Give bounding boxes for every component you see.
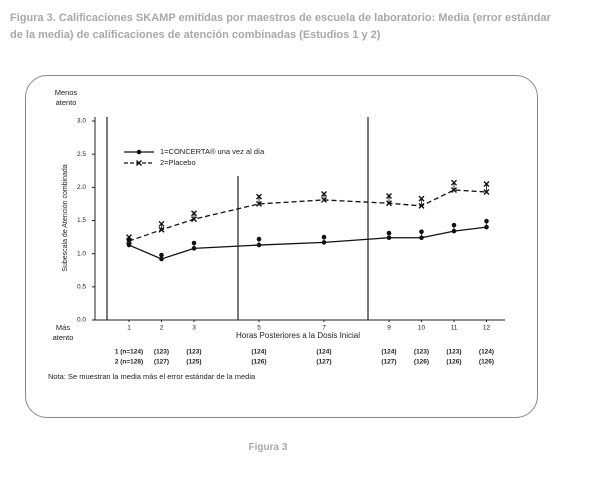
sample-size: (123) xyxy=(446,349,461,356)
y-tick-label: 0.5 xyxy=(77,284,86,291)
sample-size: (124) xyxy=(251,349,266,356)
x-tick-label: 9 xyxy=(387,325,391,332)
error-cap xyxy=(191,210,197,217)
bottom-note: Más atento xyxy=(52,323,74,342)
x-tick-label: 3 xyxy=(192,325,196,332)
sample-size: (127) xyxy=(154,359,169,366)
error-cap xyxy=(158,220,165,227)
error-cap xyxy=(256,193,262,200)
point xyxy=(483,188,490,195)
series-line xyxy=(128,226,487,260)
error-cap xyxy=(483,181,490,188)
point xyxy=(159,256,164,262)
caption: Figura 3. Calificaciones SKAMP emitidas … xyxy=(10,12,551,41)
point xyxy=(191,216,197,223)
point xyxy=(126,242,132,248)
x-tick-label: 1 xyxy=(127,325,131,332)
point xyxy=(321,196,327,203)
error-cap xyxy=(484,218,489,224)
y-tick-label: 1.5 xyxy=(77,217,86,224)
sample-size: (127) xyxy=(316,359,331,366)
legend-label: 2=Placebo xyxy=(160,158,196,167)
point xyxy=(126,238,132,245)
error-cap xyxy=(191,240,197,246)
sample-size: (127) xyxy=(381,359,396,366)
sample-size: (124) xyxy=(381,349,396,356)
y-tick-label: 2.5 xyxy=(77,151,86,158)
x-tick-label: 5 xyxy=(257,325,261,332)
point xyxy=(386,235,392,241)
point xyxy=(418,202,425,209)
legend-label: 1=CONCERTA® una vez al día xyxy=(160,147,265,156)
y-axis-title: Subescala de Atención combinada xyxy=(62,164,69,272)
sample-size: (124) xyxy=(479,349,494,356)
point xyxy=(321,240,327,245)
x-tick-label: 11 xyxy=(451,325,458,332)
y-tick-label: 0.0 xyxy=(77,317,86,324)
sample-size: (123) xyxy=(186,349,201,356)
error-cap xyxy=(419,229,424,235)
sample-size: 1 (n=124) xyxy=(115,349,143,356)
error-cap xyxy=(451,179,457,186)
x-tick-label: 10 xyxy=(418,325,426,332)
point xyxy=(158,226,165,233)
point xyxy=(419,235,424,241)
error-cap xyxy=(418,195,425,202)
error-cap xyxy=(386,192,392,199)
x-tick-label: 7 xyxy=(322,325,326,332)
legend-marker xyxy=(136,160,142,166)
point xyxy=(191,246,197,251)
error-cap xyxy=(451,222,457,228)
error-cap xyxy=(386,230,392,236)
series-line xyxy=(128,189,487,242)
point xyxy=(386,200,392,207)
point xyxy=(484,224,489,230)
x-axis-title: Horas Posteriores a la Dosis Inicial xyxy=(236,331,360,340)
point xyxy=(451,186,457,193)
figure-card xyxy=(25,75,538,418)
error-cap xyxy=(159,252,164,258)
sample-size: (126) xyxy=(479,359,494,366)
x-tick-label: 2 xyxy=(160,325,164,332)
y-tick-label: 1.0 xyxy=(77,250,86,257)
sample-size: (126) xyxy=(251,359,266,366)
point xyxy=(451,228,457,234)
point xyxy=(256,242,262,248)
error-cap xyxy=(256,236,262,242)
footer: Figura 3 xyxy=(248,442,288,453)
sample-size: (126) xyxy=(446,359,461,366)
top-note: Menos atento xyxy=(54,88,78,107)
error-cap xyxy=(321,234,327,240)
sample-size: (126) xyxy=(414,359,429,366)
y-tick-label: 2.0 xyxy=(77,184,86,191)
sample-size: (123) xyxy=(154,349,169,356)
x-tick-label: 12 xyxy=(483,325,491,332)
error-cap xyxy=(321,190,327,197)
point xyxy=(256,200,262,207)
legend-marker xyxy=(136,149,142,155)
note: Nota: Se muestran la media más el error … xyxy=(48,372,256,381)
y-tick-label: 3.0 xyxy=(77,118,86,125)
sample-size: 2 (n=128) xyxy=(115,359,143,366)
sample-size: (125) xyxy=(186,359,201,366)
sample-size: (123) xyxy=(414,349,429,356)
sample-size: (124) xyxy=(316,349,331,356)
